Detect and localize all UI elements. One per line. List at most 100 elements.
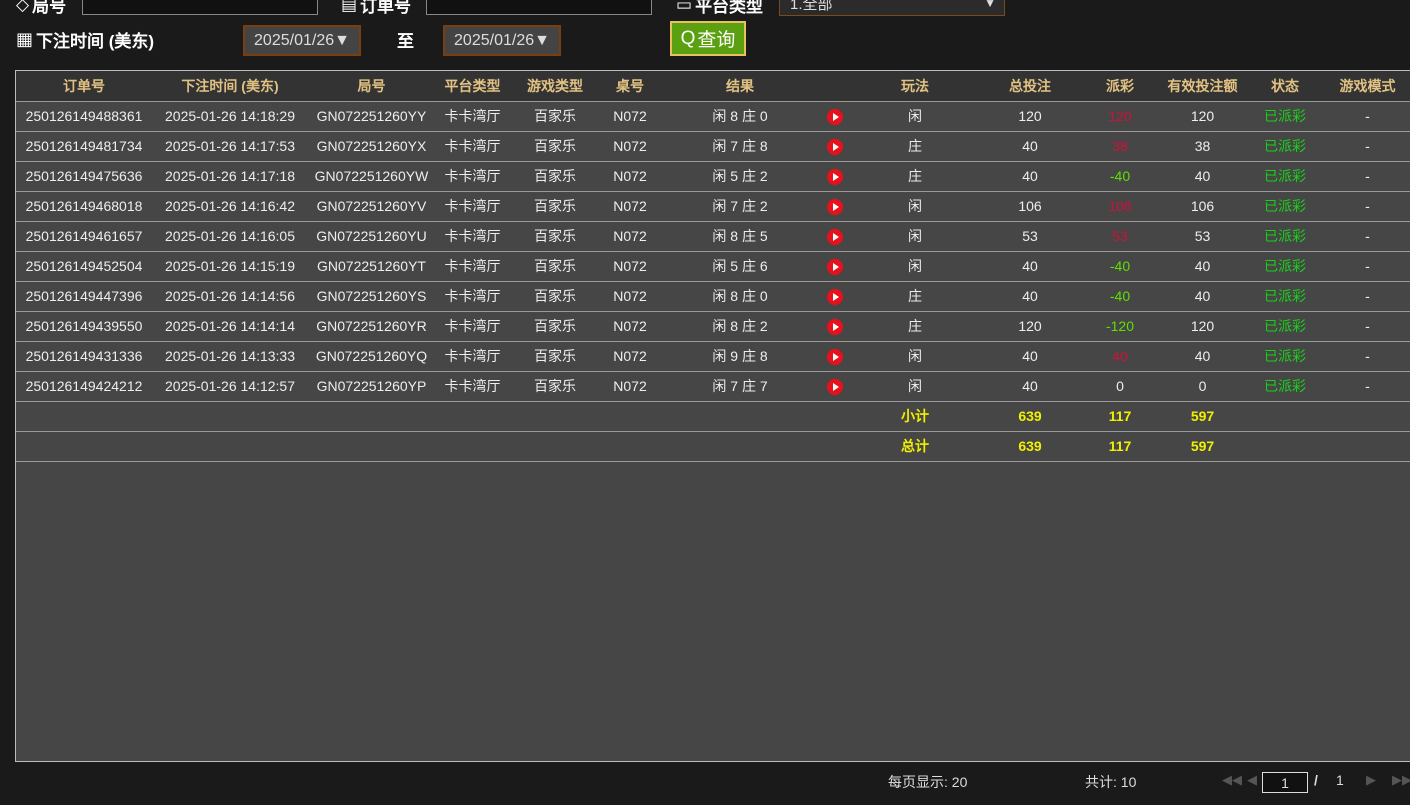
table-cell: 闲	[850, 221, 980, 252]
table-cell: 2025-01-26 14:15:19	[152, 251, 308, 282]
empty-cell	[660, 401, 820, 432]
replay-cell	[820, 371, 850, 402]
prev-page-icon[interactable]: ◀	[1247, 772, 1257, 787]
play-video-icon[interactable]	[827, 228, 843, 245]
table-cell: 闲 5 庄 2	[660, 161, 820, 192]
table-cell: 0	[1160, 371, 1245, 402]
table-cell: 闲 8 庄 5	[660, 221, 820, 252]
empty-cell	[1245, 401, 1325, 432]
table-cell: -	[1325, 341, 1410, 372]
table-cell: 250126149439550	[16, 311, 152, 342]
play-video-icon[interactable]	[827, 318, 843, 335]
table-cell: 639	[980, 431, 1080, 462]
table-cell: 已派彩	[1245, 281, 1325, 312]
table-cell: 53	[980, 221, 1080, 252]
table-cell: GN072251260YQ	[308, 341, 435, 372]
table-cell: 250126149452504	[16, 251, 152, 282]
platform-label: ▭ 平台类型	[676, 0, 763, 17]
play-video-icon[interactable]	[827, 198, 843, 215]
table-cell: 597	[1160, 401, 1245, 432]
play-video-icon[interactable]	[827, 258, 843, 275]
order-input[interactable]	[426, 0, 652, 15]
table-cell: 40	[980, 341, 1080, 372]
replay-cell	[820, 131, 850, 162]
empty-cell	[1325, 431, 1410, 462]
table-cell: 120	[980, 101, 1080, 132]
empty-cell	[308, 401, 435, 432]
table-cell: -	[1325, 251, 1410, 282]
table-cell: 40	[980, 161, 1080, 192]
next-page-icon[interactable]: ▶	[1366, 772, 1376, 787]
table-cell: N072	[600, 191, 660, 222]
table-cell: 40	[1160, 251, 1245, 282]
table-cell: 庄	[850, 161, 980, 192]
server-icon: ▭	[676, 0, 693, 14]
empty-cell	[820, 431, 850, 462]
table-cell: 2025-01-26 14:17:53	[152, 131, 308, 162]
table-cell: N072	[600, 311, 660, 342]
table-cell: 40	[980, 281, 1080, 312]
chevron-down-icon: ▼	[984, 0, 996, 10]
table-cell: 卡卡湾厅	[435, 281, 510, 312]
table-cell: 250126149431336	[16, 341, 152, 372]
replay-cell	[820, 191, 850, 222]
calendar-icon: ▦	[16, 29, 34, 49]
table-cell: 0	[1080, 371, 1160, 402]
table-cell: 闲 8 庄 0	[660, 281, 820, 312]
table-cell: 106	[1080, 191, 1160, 222]
table-cell: 百家乐	[510, 371, 600, 402]
table-cell: 2025-01-26 14:13:33	[152, 341, 308, 372]
date-to-picker[interactable]: 2025/01/26 ▼	[443, 25, 561, 56]
table-cell: 闲 7 庄 2	[660, 191, 820, 222]
table-cell: 卡卡湾厅	[435, 191, 510, 222]
replay-cell	[820, 311, 850, 342]
table-cell: N072	[600, 131, 660, 162]
round-input[interactable]	[82, 0, 318, 15]
play-video-icon[interactable]	[827, 108, 843, 125]
play-video-icon[interactable]	[827, 168, 843, 185]
empty-cell	[660, 431, 820, 462]
replay-cell	[820, 251, 850, 282]
table-cell: 庄	[850, 131, 980, 162]
per-page-text: 每页显示: 20	[888, 774, 968, 790]
table-cell: 250126149475636	[16, 161, 152, 192]
table-cell: 已派彩	[1245, 191, 1325, 222]
page-input[interactable]	[1262, 772, 1308, 793]
table-cell: 38	[1080, 131, 1160, 162]
play-video-icon[interactable]	[827, 378, 843, 395]
table-cell: -	[1325, 221, 1410, 252]
document-icon: ▤	[341, 0, 358, 14]
table-cell: 117	[1080, 431, 1160, 462]
table-cell: GN072251260YW	[308, 161, 435, 192]
table-header: 订单号 下注时间 (美东) 局号 平台类型 游戏类型 桌号 结果 玩法 总投注 派彩 有效投注额 状态…	[16, 71, 1410, 102]
last-page-icon[interactable]: ▶▶	[1392, 772, 1410, 787]
table-cell: GN072251260YS	[308, 281, 435, 312]
table-cell: N072	[600, 281, 660, 312]
table-cell: 40	[1080, 341, 1160, 372]
platform-select[interactable]: 1.全部 ▼	[779, 0, 1005, 16]
play-video-icon[interactable]	[827, 348, 843, 365]
query-button[interactable]: Q 查询	[670, 21, 746, 56]
date-from-picker[interactable]: 2025/01/26 ▼	[243, 25, 361, 56]
table-cell: GN072251260YR	[308, 311, 435, 342]
table-cell: 庄	[850, 281, 980, 312]
table-cell: 百家乐	[510, 251, 600, 282]
table-cell: 2025-01-26 14:16:42	[152, 191, 308, 222]
table-row: 250126149475636 2025-01-26 14:17:18 GN0722…	[16, 161, 1410, 192]
table-cell: -	[1325, 311, 1410, 342]
table-cell: 已派彩	[1245, 371, 1325, 402]
first-page-icon[interactable]: ◀◀	[1222, 772, 1242, 787]
replay-cell	[820, 161, 850, 192]
replay-cell	[820, 221, 850, 252]
table-cell: N072	[600, 341, 660, 372]
time-label: ▦ 下注时间 (美东)	[16, 29, 155, 51]
table-cell: 百家乐	[510, 131, 600, 162]
play-video-icon[interactable]	[827, 288, 843, 305]
table-cell: 250126149481734	[16, 131, 152, 162]
play-video-icon[interactable]	[827, 138, 843, 155]
table-cell: -40	[1080, 161, 1160, 192]
table-cell: 106	[1160, 191, 1245, 222]
table-cell: 闲 8 庄 0	[660, 101, 820, 132]
table-cell: 闲	[850, 341, 980, 372]
table-cell: 已派彩	[1245, 101, 1325, 132]
